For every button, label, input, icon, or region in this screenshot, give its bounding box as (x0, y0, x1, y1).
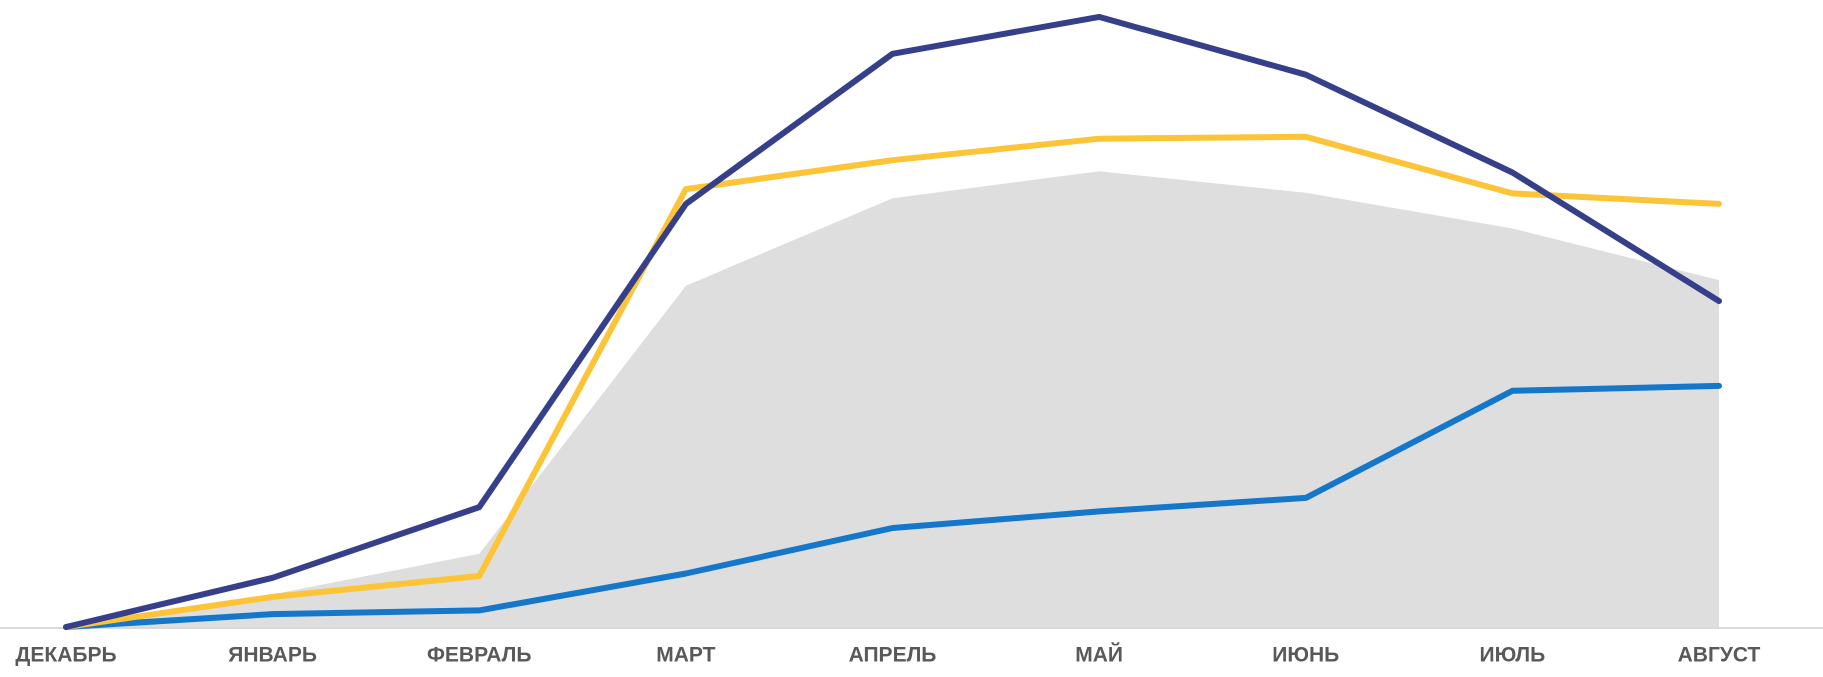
x-tick-label: МАЙ (1075, 643, 1123, 667)
x-tick-label: ДЕКАБРЬ (15, 644, 116, 667)
x-tick-label: АПРЕЛЬ (849, 644, 937, 667)
x-tick-label: ФЕВРАЛЬ (427, 644, 532, 667)
x-tick-label: МАРТ (656, 644, 715, 667)
area (66, 171, 1719, 628)
line (63, 382, 1722, 630)
line (63, 133, 1722, 630)
x-tick-label: ИЮЛЬ (1479, 644, 1545, 667)
x-tick-label: ЯНВАРЬ (228, 644, 317, 667)
x-tick-label: АВГУСТ (1678, 644, 1761, 667)
x-tick-label: ИЮНЬ (1272, 644, 1339, 667)
line (63, 13, 1722, 630)
